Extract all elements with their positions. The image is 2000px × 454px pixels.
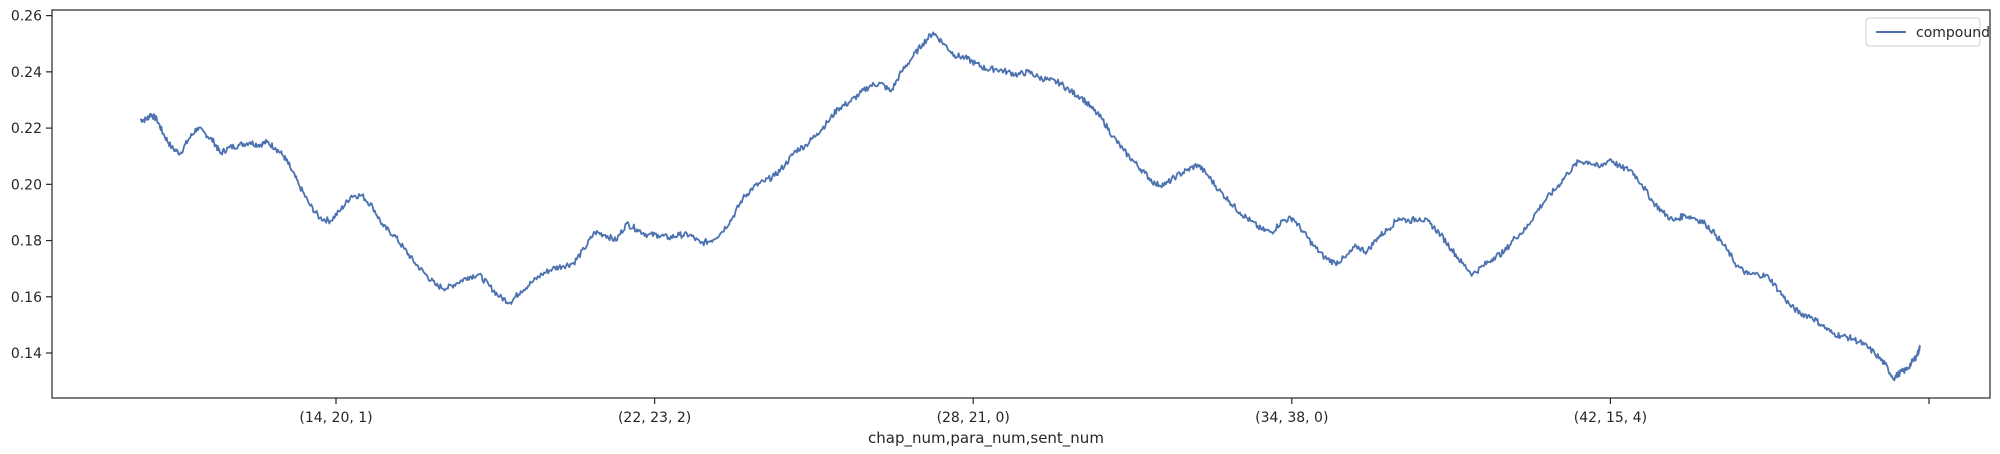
x-tick-label: (14, 20, 1): [299, 410, 372, 426]
x-tick-label: (42, 15, 4): [1574, 410, 1647, 426]
legend-box: [1865, 17, 1981, 47]
plot-area: [139, 31, 1921, 382]
y-tick-label: 0.22: [11, 121, 42, 137]
legend-label-compound: compound: [1916, 25, 1990, 41]
x-tick-label: (22, 23, 2): [618, 410, 691, 426]
axes-frame: [51, 9, 1991, 399]
y-tick-label: 0.26: [11, 9, 42, 25]
y-tick-label: 0.24: [11, 65, 42, 81]
x-tick-label: (34, 38, 0): [1255, 410, 1328, 426]
x-tick-label: (28, 21, 0): [937, 410, 1010, 426]
legend: compound: [1865, 17, 1990, 47]
y-tick-label: 0.16: [11, 290, 42, 306]
y-tick-label: 0.18: [11, 234, 42, 250]
series-line-compound: [139, 31, 1921, 382]
y-tick-label: 0.14: [11, 346, 42, 362]
x-axis-label: chap_num,para_num,sent_num: [868, 429, 1104, 448]
y-tick-label: 0.20: [11, 177, 42, 193]
y-axis: 0.14 0.16 0.18 0.20 0.22 0.24 0.26: [11, 9, 52, 362]
x-axis: (14, 20, 1) (22, 23, 2) (28, 21, 0) (34, 38…: [299, 398, 1930, 426]
